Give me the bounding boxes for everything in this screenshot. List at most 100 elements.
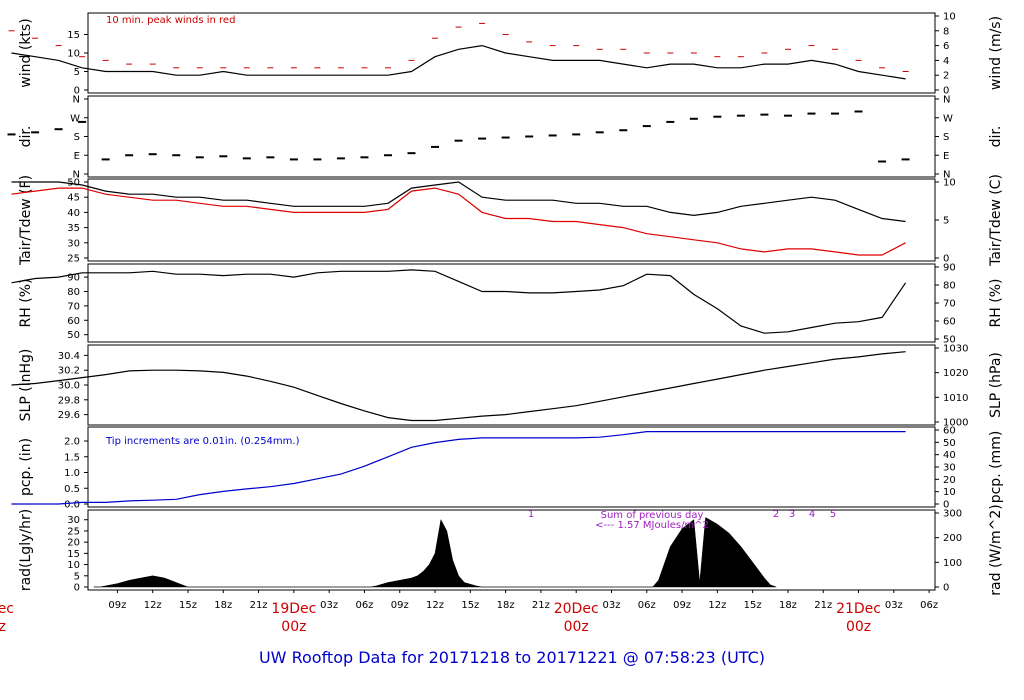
slp-right-tick-label: 1020 xyxy=(943,368,968,379)
wind-left-tick-label: 15 xyxy=(67,30,80,41)
tair-series-Tdew xyxy=(11,187,906,256)
tair-series-Tair xyxy=(11,181,906,223)
rh-ylabel-right: RH (%) xyxy=(988,279,1004,328)
pcp-right-tick-label: 50 xyxy=(943,438,956,449)
dir-left-tick-label: S xyxy=(74,132,80,143)
rad-right-tick-label: 200 xyxy=(943,533,962,544)
rh-ylabel-left: RH (%) xyxy=(18,279,34,328)
rh-right-tick-label: 60 xyxy=(943,317,956,328)
x-tick-label: 21z xyxy=(250,600,268,611)
rad-peak-label: 4 xyxy=(809,509,815,520)
wind-right-tick-label: 8 xyxy=(943,26,949,37)
slp-ylabel-left: SLP (inHg) xyxy=(18,349,34,422)
rad-right-tick-label: 0 xyxy=(943,583,949,594)
dir-ylabel-right: dir. xyxy=(988,126,1004,148)
left-edge-date: ec xyxy=(0,601,14,617)
x-tick-label: 06z xyxy=(920,600,938,611)
wind-left-tick-label: 10 xyxy=(67,49,80,60)
x-tick-label: 09z xyxy=(108,600,126,611)
rh-left-tick-label: 90 xyxy=(67,273,80,284)
tair-right-tick-label: 10 xyxy=(943,178,956,189)
dir-panel-frame xyxy=(87,95,936,178)
slp-left-tick-label: 29.6 xyxy=(58,410,80,421)
x-tick-label: 18z xyxy=(214,600,232,611)
x-tick-label: 03z xyxy=(885,600,903,611)
pcp-right-tick-label: 0 xyxy=(943,500,949,511)
tair-ylabel-right: Tair/Tdew (C) xyxy=(988,174,1004,267)
rad-area xyxy=(93,517,777,588)
x-tick-label: 18z xyxy=(497,600,515,611)
dir-right-tick-label: N xyxy=(943,95,950,106)
rh-left-tick-label: 50 xyxy=(67,330,80,341)
rad-left-tick-label: 0 xyxy=(74,583,80,594)
pcp-right-tick-label: 20 xyxy=(943,475,956,486)
rh-left-tick-label: 80 xyxy=(67,287,80,298)
wind-ylabel-right: wind (m/s) xyxy=(988,16,1004,90)
slp-left-tick-label: 29.8 xyxy=(58,395,80,406)
rh-right-tick-label: 80 xyxy=(943,281,956,292)
rh-right-tick-label: 50 xyxy=(943,335,956,346)
x-tick-label: 15z xyxy=(179,600,197,611)
tair-right-tick-label: 0 xyxy=(943,254,949,265)
rad-left-tick-label: 10 xyxy=(67,560,80,571)
slp-right-tick-label: 1000 xyxy=(943,418,968,429)
slp-left-tick-label: 30.2 xyxy=(58,366,80,377)
rad-right-tick-label: 100 xyxy=(943,558,962,569)
rh-series-line xyxy=(11,269,907,334)
day-label-date: 19Dec xyxy=(271,601,316,617)
x-tick-label: 03z xyxy=(320,600,338,611)
dir-right-tick-label: W xyxy=(943,113,953,124)
day-label-hour: 00z xyxy=(281,619,306,635)
dir-left-tick-label: E xyxy=(74,151,80,162)
slp-ylabel-right: SLP (hPa) xyxy=(988,352,1004,418)
rad-peak-label: 3 xyxy=(789,509,795,520)
x-tick-label: 06z xyxy=(355,600,373,611)
x-tick-label: 18z xyxy=(779,600,797,611)
day-label-hour: 00z xyxy=(846,619,871,635)
rad-annotation-1: Sum of previous day xyxy=(601,510,704,521)
day-label-date: 21Dec xyxy=(836,601,881,617)
rad-left-tick-label: 20 xyxy=(67,538,80,549)
pcp-annotation: Tip increments are 0.01in. (0.254mm.) xyxy=(105,436,300,447)
dir-right-tick-label: E xyxy=(943,151,949,162)
pcp-right-tick-label: 40 xyxy=(943,450,956,461)
pcp-left-tick-label: 2.0 xyxy=(64,437,80,448)
x-tick-label: 06z xyxy=(638,600,656,611)
wind-ylabel-left: wind (kts) xyxy=(18,18,34,87)
rad-peak-label: 1 xyxy=(528,509,534,520)
x-tick-label: 21z xyxy=(814,600,832,611)
x-tick-label: 15z xyxy=(461,600,479,611)
pcp-ylabel-right: pcp. (mm) xyxy=(988,431,1004,504)
x-tick-label: 03z xyxy=(603,600,621,611)
dir-right-tick-label: S xyxy=(943,132,949,143)
dir-ylabel-left: dir. xyxy=(18,126,34,148)
rad-ylabel-left: rad(Lgly/hr) xyxy=(18,509,34,591)
x-tick-label: 12z xyxy=(144,600,162,611)
rad-left-tick-label: 15 xyxy=(67,549,80,560)
rad-peak-label: 5 xyxy=(830,509,836,520)
tair-left-tick-label: 35 xyxy=(67,223,80,234)
pcp-right-tick-label: 10 xyxy=(943,487,956,498)
rad-ylabel-right: rad (W/m^2) xyxy=(988,504,1004,595)
rad-peak-label: 2 xyxy=(773,509,779,520)
slp-panel-frame xyxy=(87,344,936,426)
rad-left-tick-label: 25 xyxy=(67,526,80,537)
tair-right-tick-label: 5 xyxy=(943,216,949,227)
tair-left-tick-label: 45 xyxy=(67,193,80,204)
rh-left-tick-label: 60 xyxy=(67,316,80,327)
wind-right-tick-label: 4 xyxy=(943,56,949,67)
wind-right-tick-label: 10 xyxy=(943,12,956,23)
slp-left-tick-label: 30.4 xyxy=(58,351,80,362)
tair-ylabel-left: Tair/Tdew (F) xyxy=(18,175,34,266)
slp-right-tick-label: 1010 xyxy=(943,393,968,404)
chart-title: UW Rooftop Data for 20171218 to 20171221… xyxy=(258,648,766,667)
wind-right-tick-label: 2 xyxy=(943,71,949,82)
pcp-left-tick-label: 1.5 xyxy=(64,452,80,463)
pcp-right-tick-label: 30 xyxy=(943,463,956,474)
dir-right-tick-label: N xyxy=(943,170,950,181)
tair-left-tick-label: 40 xyxy=(67,208,80,219)
wind-left-tick-label: 0 xyxy=(74,86,80,97)
left-edge-hour: z xyxy=(0,619,6,635)
day-label-hour: 00z xyxy=(564,619,589,635)
tair-left-tick-label: 30 xyxy=(67,238,80,249)
